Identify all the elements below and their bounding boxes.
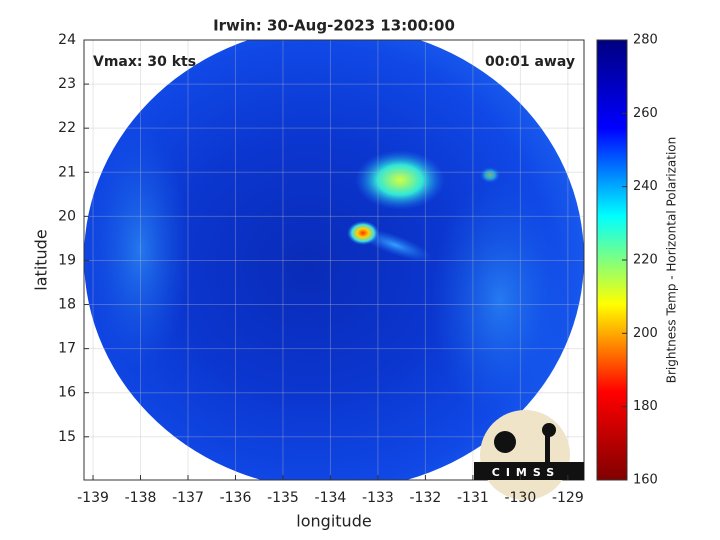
colorbar-tick-label: 260 bbox=[633, 106, 658, 121]
y-tick-label: 17 bbox=[58, 341, 76, 357]
y-tick-label: 16 bbox=[58, 385, 76, 401]
x-axis-label: longitude bbox=[296, 512, 371, 531]
annotation: 00:01 away bbox=[485, 54, 575, 70]
colorbar-tick-label: 280 bbox=[633, 33, 658, 48]
colorbar-tick-label: 220 bbox=[633, 253, 658, 268]
satellite-image bbox=[84, 40, 584, 480]
colorbar-tick-label: 200 bbox=[633, 326, 658, 341]
colorbar-tick-label: 240 bbox=[633, 179, 658, 194]
y-tick-label: 23 bbox=[58, 76, 76, 92]
chart-title: Irwin: 30-Aug-2023 13:00:00 bbox=[213, 17, 455, 35]
x-tick-label: -138 bbox=[125, 490, 157, 506]
y-tick-label: 24 bbox=[58, 32, 76, 48]
logo: CIMSS bbox=[474, 410, 584, 500]
y-tick-label: 22 bbox=[58, 120, 76, 136]
annotation: Vmax: 30 kts bbox=[93, 54, 196, 70]
x-tick-label: -133 bbox=[362, 490, 394, 506]
x-tick-label: -130 bbox=[504, 490, 536, 506]
colorbar-tick-label: 180 bbox=[633, 399, 658, 414]
y-tick-label: 15 bbox=[58, 429, 76, 445]
x-tick-label: -139 bbox=[77, 490, 109, 506]
y-tick-label: 21 bbox=[58, 164, 76, 180]
x-tick-label: -131 bbox=[457, 490, 489, 506]
colorbar-label: Brightness Temp - Horizontal Polarizatio… bbox=[665, 137, 679, 384]
x-tick-label: -132 bbox=[410, 490, 442, 506]
y-tick-label: 18 bbox=[58, 297, 76, 313]
y-axis-label: latitude bbox=[32, 229, 51, 290]
y-tick-label: 20 bbox=[58, 208, 76, 224]
colorbar-tick-label: 160 bbox=[633, 473, 658, 488]
x-tick-label: -136 bbox=[220, 490, 252, 506]
x-tick-label: -137 bbox=[172, 490, 204, 506]
x-tick-label: -129 bbox=[552, 490, 584, 506]
logo-text: CIMSS bbox=[492, 466, 560, 479]
y-tick-label: 19 bbox=[58, 252, 76, 268]
x-tick-label: -134 bbox=[315, 490, 347, 506]
x-tick-label: -135 bbox=[267, 490, 299, 506]
